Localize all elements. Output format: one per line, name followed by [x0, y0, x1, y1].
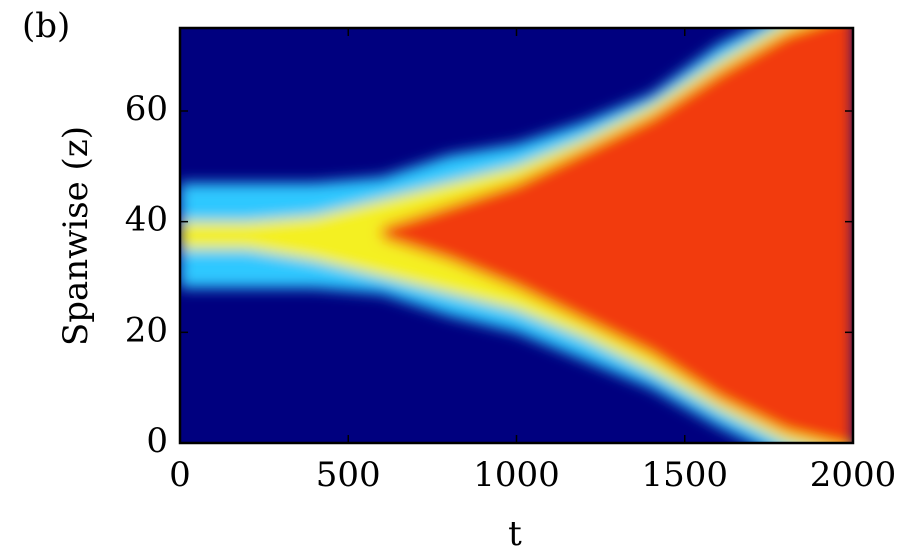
- y-tick-label: 60: [125, 89, 168, 129]
- x-axis-label: t: [508, 514, 522, 554]
- x-tick-label: 1000: [473, 455, 560, 495]
- plot-area: [180, 28, 853, 443]
- axes: 0 500 1000 1500 2000 0 20 40 60: [125, 26, 897, 495]
- heatmap-field: [180, 28, 853, 443]
- x-tick-label: 0: [169, 455, 191, 495]
- panel-label: (b): [22, 6, 70, 46]
- x-tick-label: 500: [316, 455, 381, 495]
- y-axis-label: Spanwise (z): [56, 126, 96, 346]
- y-tick-label: 40: [125, 200, 168, 240]
- x-tick-label: 1500: [641, 455, 728, 495]
- band-area: [381, 28, 853, 443]
- y-tick-label: 0: [146, 421, 168, 461]
- y-tick-label: 20: [125, 310, 168, 350]
- x-tick-label: 2000: [810, 455, 897, 495]
